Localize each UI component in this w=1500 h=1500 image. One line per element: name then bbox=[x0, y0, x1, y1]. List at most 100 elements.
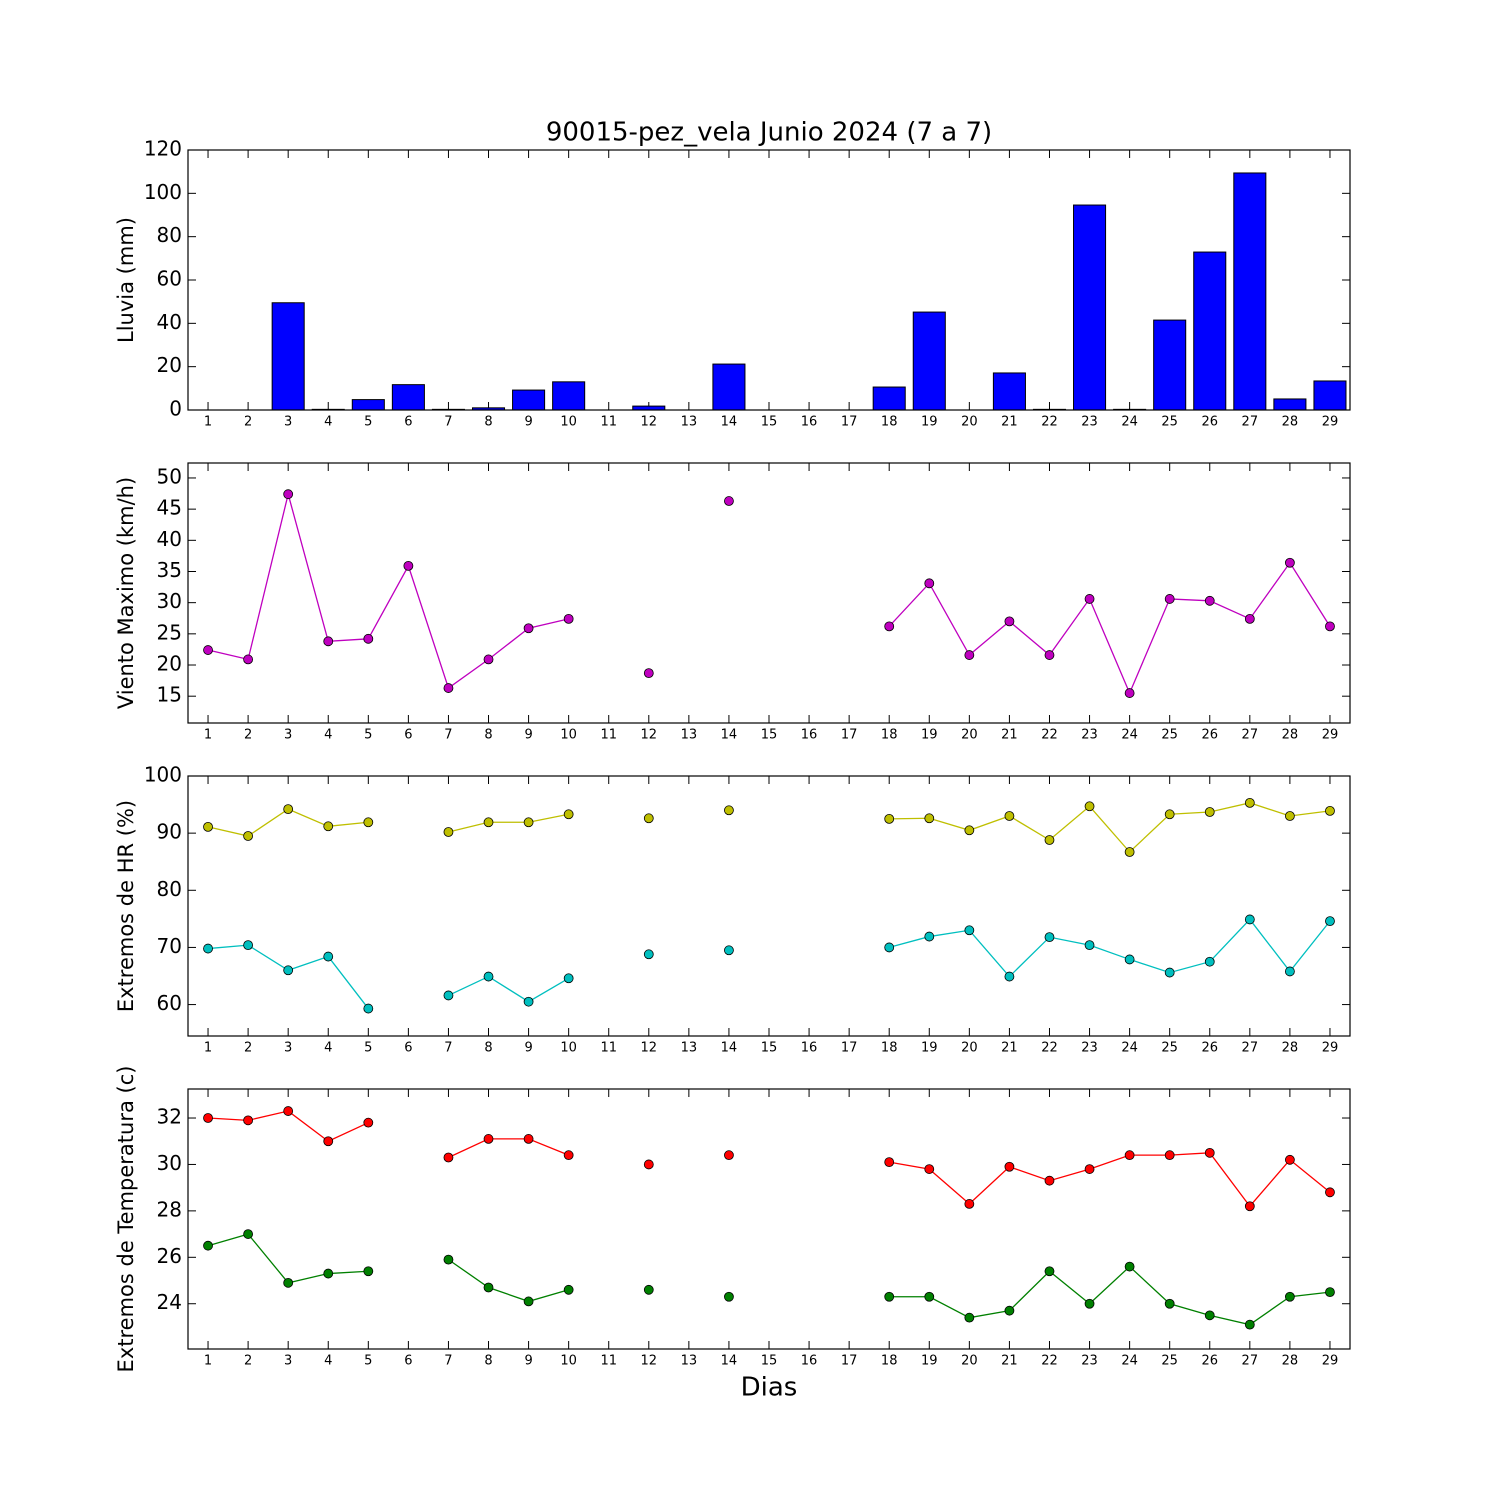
x-tick-label: 15 bbox=[761, 1354, 778, 1369]
x-tick-label: 22 bbox=[1041, 1041, 1058, 1056]
x-tick-label: 1 bbox=[204, 1041, 212, 1056]
data-point bbox=[1164, 1298, 1175, 1309]
data-point bbox=[924, 931, 935, 942]
data-point bbox=[1164, 594, 1175, 604]
data-point bbox=[1044, 1266, 1055, 1277]
bar bbox=[552, 381, 586, 411]
data-point bbox=[1204, 595, 1215, 606]
x-tick-label: 29 bbox=[1322, 1041, 1339, 1056]
series-line bbox=[207, 1110, 1331, 1208]
x-tick-label: 9 bbox=[524, 415, 532, 430]
y-tick-label: 35 bbox=[157, 558, 182, 582]
data-point bbox=[323, 636, 334, 647]
data-point bbox=[1124, 954, 1135, 965]
y-tick-label: 100 bbox=[144, 763, 182, 787]
data-point bbox=[724, 1150, 734, 1161]
data-point bbox=[1004, 1305, 1015, 1316]
y-tick-label: 100 bbox=[144, 180, 182, 204]
data-point bbox=[1284, 557, 1295, 568]
data-point bbox=[1164, 1150, 1175, 1161]
data-point bbox=[1244, 914, 1255, 925]
data-point bbox=[1284, 811, 1295, 821]
data-point bbox=[203, 1240, 213, 1251]
x-tick-label: 5 bbox=[364, 415, 372, 430]
data-point bbox=[1325, 1287, 1335, 1298]
x-tick-label: 24 bbox=[1121, 728, 1138, 743]
data-point bbox=[1164, 809, 1175, 820]
y-tick-label: 30 bbox=[157, 589, 182, 613]
data-point bbox=[964, 825, 975, 836]
data-point bbox=[924, 813, 935, 824]
data-point bbox=[483, 971, 494, 982]
data-point bbox=[964, 650, 975, 660]
data-point bbox=[1044, 1175, 1055, 1186]
x-tick-label: 19 bbox=[921, 1041, 938, 1056]
y-axis-label: Extremos de Temperatura (c) bbox=[114, 1066, 138, 1373]
y-tick-label: 80 bbox=[157, 877, 182, 901]
x-tick-label: 27 bbox=[1242, 1041, 1259, 1056]
data-point bbox=[1204, 956, 1215, 967]
data-point bbox=[323, 821, 334, 832]
x-tick-label: 20 bbox=[961, 728, 978, 743]
x-tick-label: 21 bbox=[1001, 415, 1018, 430]
data-point bbox=[483, 654, 494, 665]
x-tick-label: 10 bbox=[560, 728, 577, 743]
data-point bbox=[1325, 1187, 1335, 1198]
x-tick-label: 11 bbox=[600, 1041, 617, 1056]
y-tick-label: 45 bbox=[157, 496, 182, 520]
data-point bbox=[203, 645, 213, 655]
x-tick-label: 7 bbox=[444, 728, 452, 743]
x-tick-label: 21 bbox=[1001, 1354, 1018, 1369]
x-tick-label: 8 bbox=[484, 1041, 492, 1056]
x-tick-label: 18 bbox=[881, 1354, 898, 1369]
x-tick-label: 22 bbox=[1041, 728, 1058, 743]
data-point bbox=[884, 1291, 895, 1302]
y-tick-label: 80 bbox=[157, 223, 182, 247]
bar bbox=[1233, 172, 1267, 411]
data-point bbox=[643, 668, 654, 679]
y-tick-label: 60 bbox=[157, 267, 182, 291]
y-axis-label: Extremos de HR (%) bbox=[114, 800, 138, 1012]
x-tick-label: 3 bbox=[284, 1041, 292, 1056]
x-tick-label: 6 bbox=[404, 1041, 412, 1056]
x-tick-label: 4 bbox=[324, 1041, 332, 1056]
x-tick-label: 14 bbox=[721, 1041, 738, 1056]
data-point bbox=[924, 578, 935, 589]
data-point bbox=[243, 654, 254, 665]
series-line bbox=[207, 918, 1331, 1009]
bar bbox=[512, 389, 546, 411]
data-point bbox=[483, 1134, 494, 1144]
x-tick-label: 26 bbox=[1201, 728, 1218, 743]
data-point bbox=[1164, 967, 1175, 978]
x-tick-label: 24 bbox=[1121, 415, 1138, 430]
y-tick-label: 15 bbox=[157, 683, 182, 707]
data-point bbox=[443, 1152, 454, 1163]
x-tick-label: 26 bbox=[1201, 415, 1218, 430]
data-point bbox=[363, 633, 374, 644]
data-point bbox=[884, 621, 895, 632]
x-tick-label: 25 bbox=[1161, 1354, 1178, 1369]
data-point bbox=[924, 1164, 935, 1174]
data-point bbox=[1004, 616, 1015, 627]
x-tick-label: 20 bbox=[961, 415, 978, 430]
data-point bbox=[1204, 1147, 1215, 1158]
data-point bbox=[1084, 940, 1095, 951]
x-tick-label: 13 bbox=[681, 1354, 698, 1369]
x-tick-label: 13 bbox=[681, 415, 698, 430]
data-point bbox=[1044, 932, 1055, 943]
data-point bbox=[563, 613, 574, 624]
y-tick-label: 60 bbox=[157, 991, 182, 1015]
data-point bbox=[924, 1291, 935, 1302]
data-point bbox=[964, 925, 975, 936]
plot-frame bbox=[187, 149, 1351, 411]
bar bbox=[1313, 380, 1347, 411]
x-tick-label: 18 bbox=[881, 415, 898, 430]
x-tick-label: 8 bbox=[484, 728, 492, 743]
x-tick-label: 21 bbox=[1001, 728, 1018, 743]
data-point bbox=[1284, 966, 1295, 977]
data-point bbox=[1325, 916, 1335, 927]
data-point bbox=[884, 942, 895, 953]
